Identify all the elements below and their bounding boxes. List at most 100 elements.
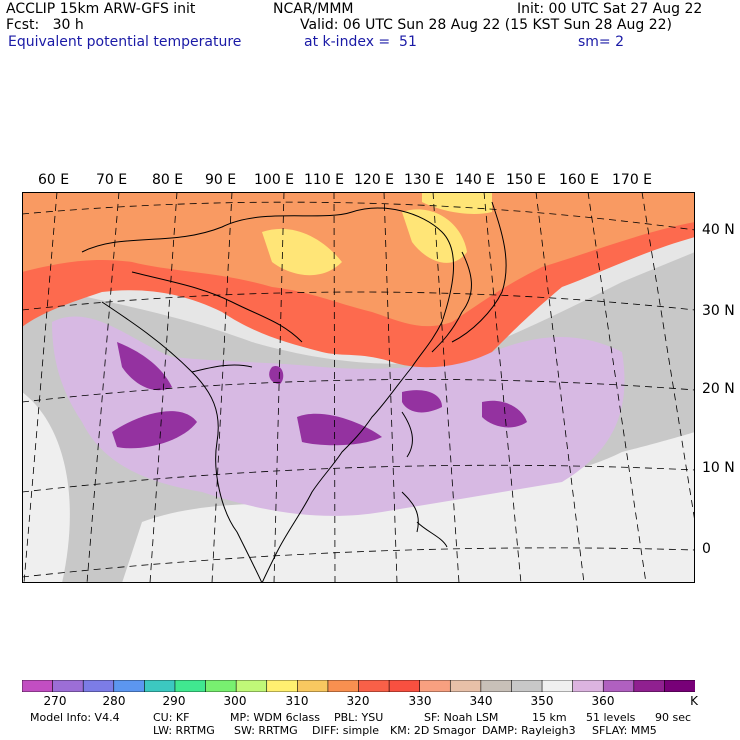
coastline xyxy=(451,201,507,343)
lat-line xyxy=(22,379,695,403)
lat-line xyxy=(22,201,695,231)
colorbar-swatch xyxy=(511,680,543,692)
colorbar-swatch xyxy=(235,680,268,692)
colorbar-tick: 290 xyxy=(162,694,186,708)
lon-line xyxy=(149,192,178,583)
coastline xyxy=(81,207,454,583)
colorbar-swatch xyxy=(52,680,84,692)
map-frame xyxy=(22,192,695,583)
colorbar-swatch xyxy=(327,680,360,692)
lon-line xyxy=(641,192,695,523)
colorbar-tick: 360 xyxy=(591,694,615,708)
deep-core xyxy=(402,390,442,413)
valid-time: Valid: 06 UTC Sun 28 Aug 22 (15 KST Sun … xyxy=(300,17,672,33)
colorbar-swatch xyxy=(358,680,390,692)
lon-label: 170 E xyxy=(612,172,653,188)
lon-line xyxy=(432,192,460,583)
theta-e-map xyxy=(22,192,695,583)
coastline xyxy=(431,251,472,353)
lon-line xyxy=(587,192,647,583)
deep-core xyxy=(269,365,284,384)
lon-label: 90 E xyxy=(205,172,237,188)
pbl-scheme: PBL: YSU xyxy=(334,711,384,724)
km-scheme: KM: 2D Smagor xyxy=(390,724,476,737)
lon-label: 140 E xyxy=(455,172,496,188)
hot-theta-e xyxy=(262,228,342,276)
colorbar-swatch xyxy=(541,680,574,692)
colorbar-swatch xyxy=(266,680,299,692)
colorbar-swatch xyxy=(388,680,421,692)
lw-scheme: LW: RRTMG xyxy=(153,724,215,737)
coastline xyxy=(101,301,263,583)
timestep: 90 sec xyxy=(655,711,692,724)
moist-zone xyxy=(52,316,625,516)
lon-label: 150 E xyxy=(506,172,547,188)
model-title: ACCLIP 15km ARW-GFS init xyxy=(6,1,196,17)
lon-label: 60 E xyxy=(38,172,70,188)
lon-line xyxy=(23,192,58,583)
forecast-hour: Fcst: 30 h xyxy=(6,17,84,33)
lon-label: 100 E xyxy=(254,172,295,188)
colorbar-tick: 300 xyxy=(223,694,247,708)
colorbar-swatch xyxy=(22,680,54,692)
lon-label: 120 E xyxy=(354,172,395,188)
lat-label: 0 xyxy=(702,541,711,557)
colorbar-tick: 270 xyxy=(43,694,67,708)
warm-theta-e xyxy=(22,192,695,327)
lon-label: 80 E xyxy=(152,172,184,188)
coastline xyxy=(401,491,419,533)
colorbar-swatch xyxy=(113,680,146,692)
resolution: 15 km xyxy=(532,711,567,724)
cu-scheme: CU: KF xyxy=(153,711,190,724)
colorbar-swatch xyxy=(480,680,513,692)
colorbar-tick: 320 xyxy=(346,694,370,708)
colorbar-swatch xyxy=(174,680,207,692)
lon-line xyxy=(273,192,285,583)
level-index: at k-index = 51 xyxy=(304,34,417,50)
lat-line xyxy=(22,464,695,493)
colorbar-swatch xyxy=(82,680,115,692)
border xyxy=(191,364,253,373)
lon-label: 110 E xyxy=(304,172,345,188)
colorbar-tick: 310 xyxy=(285,694,309,708)
hot-theta-e xyxy=(422,192,492,214)
org-label: NCAR/MMM xyxy=(273,1,354,17)
lon-line xyxy=(483,192,522,583)
lat-label: 40 N xyxy=(702,222,735,238)
colorbar-tick: 280 xyxy=(102,694,126,708)
deep-core xyxy=(482,400,527,428)
lat-label: 10 N xyxy=(702,460,735,476)
lon-line xyxy=(333,192,336,583)
deep-core xyxy=(117,342,172,391)
colorbar xyxy=(22,680,695,692)
lat-line xyxy=(22,547,695,578)
colorbar-tick: 350 xyxy=(530,694,554,708)
hot-theta-e xyxy=(402,209,467,263)
colorbar-tick: 330 xyxy=(408,694,432,708)
lon-line xyxy=(211,192,233,583)
coastlines xyxy=(81,201,507,583)
damp-scheme: DAMP: Rayleigh3 xyxy=(482,724,576,737)
colorbar-swatch xyxy=(297,680,329,692)
colorbar-swatch xyxy=(664,680,695,692)
model-info: Model Info: V4.4 xyxy=(30,711,120,724)
sw-scheme: SW: RRTMG xyxy=(234,724,298,737)
border xyxy=(131,271,303,343)
deep-core xyxy=(297,413,382,446)
colorbar-swatch xyxy=(449,680,482,692)
colorbar-swatch xyxy=(602,680,635,692)
lat-label: 20 N xyxy=(702,381,735,397)
lat-line xyxy=(22,291,695,311)
lon-line xyxy=(535,192,585,583)
deep-core xyxy=(112,411,197,449)
colorbar-swatch xyxy=(205,680,237,692)
smoothing: sm= 2 xyxy=(578,34,625,50)
sf-scheme: SF: Noah LSM xyxy=(424,711,499,724)
light-region xyxy=(22,392,70,583)
colorbar-tick: 340 xyxy=(469,694,493,708)
coastline xyxy=(416,521,448,548)
field-name: Equivalent potential temperature xyxy=(8,34,242,50)
lon-line xyxy=(383,192,398,583)
lon-label: 70 E xyxy=(96,172,128,188)
colorbar-swatch xyxy=(419,680,452,692)
